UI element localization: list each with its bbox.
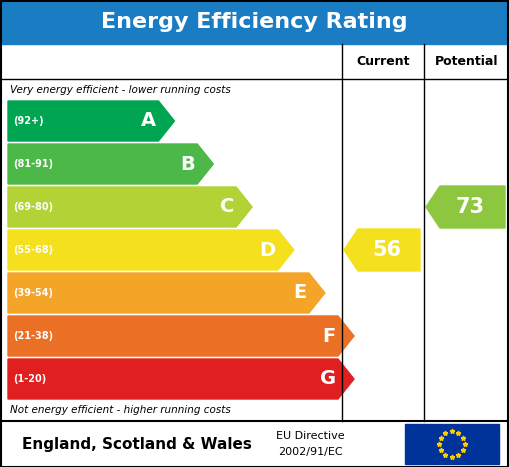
Text: (55-68): (55-68) xyxy=(13,245,53,255)
Text: 56: 56 xyxy=(373,240,402,260)
Text: EU Directive: EU Directive xyxy=(276,431,345,441)
Text: D: D xyxy=(260,241,276,260)
Polygon shape xyxy=(8,316,354,356)
Text: (39-54): (39-54) xyxy=(13,288,53,298)
Text: England, Scotland & Wales: England, Scotland & Wales xyxy=(22,437,252,452)
Text: (1-20): (1-20) xyxy=(13,374,46,384)
Polygon shape xyxy=(344,229,420,271)
Text: 2002/91/EC: 2002/91/EC xyxy=(278,447,343,457)
Polygon shape xyxy=(8,359,354,399)
Text: (81-91): (81-91) xyxy=(13,159,53,169)
Text: 73: 73 xyxy=(456,197,485,217)
Bar xyxy=(0,0,509,44)
Text: Energy Efficiency Rating: Energy Efficiency Rating xyxy=(101,12,408,32)
Text: Not energy efficient - higher running costs: Not energy efficient - higher running co… xyxy=(10,405,231,415)
Polygon shape xyxy=(8,101,175,141)
Polygon shape xyxy=(8,273,325,313)
Text: (92+): (92+) xyxy=(13,116,44,126)
Text: G: G xyxy=(320,369,336,389)
Polygon shape xyxy=(8,230,294,270)
Text: E: E xyxy=(294,283,307,303)
Bar xyxy=(1,421,508,467)
Text: Very energy efficient - lower running costs: Very energy efficient - lower running co… xyxy=(10,85,231,95)
Polygon shape xyxy=(8,144,213,184)
Text: B: B xyxy=(181,155,195,174)
Text: (21-38): (21-38) xyxy=(13,331,53,341)
Text: Current: Current xyxy=(356,55,410,68)
Text: A: A xyxy=(142,112,156,130)
Text: F: F xyxy=(323,326,336,346)
Text: C: C xyxy=(220,198,234,217)
Polygon shape xyxy=(426,186,505,228)
Bar xyxy=(405,424,499,464)
Text: Potential: Potential xyxy=(435,55,498,68)
Text: (69-80): (69-80) xyxy=(13,202,53,212)
Polygon shape xyxy=(8,187,252,227)
